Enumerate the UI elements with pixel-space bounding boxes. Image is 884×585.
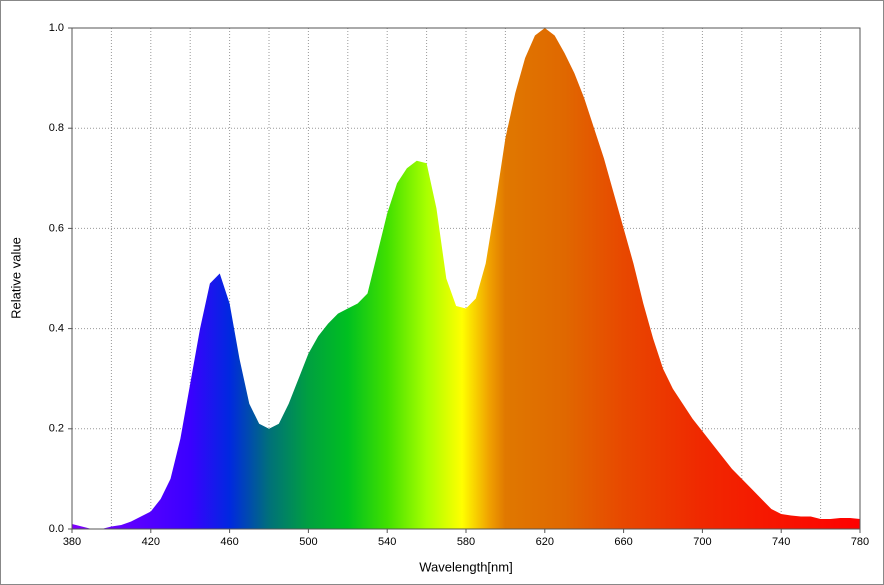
- x-tick-label: 780: [851, 536, 869, 548]
- y-tick-label: 0.0: [49, 523, 64, 535]
- x-tick-label: 500: [299, 536, 317, 548]
- x-tick-label: 580: [457, 536, 475, 548]
- y-axis-title: Relative value: [8, 237, 23, 319]
- x-tick-label: 620: [536, 536, 554, 548]
- x-tick-label: 460: [220, 536, 238, 548]
- x-tick-label: 540: [378, 536, 396, 548]
- y-tick-label: 1.0: [49, 22, 64, 34]
- x-tick-label: 660: [614, 536, 632, 548]
- spectrum-area: [72, 28, 860, 529]
- x-tick-label: 700: [693, 536, 711, 548]
- x-axis-title: Wavelength[nm]: [419, 559, 512, 574]
- y-tick-label: 0.2: [49, 423, 64, 435]
- y-tick-label: 0.8: [49, 122, 64, 134]
- y-tick-label: 0.4: [49, 323, 64, 335]
- x-tick-label: 380: [63, 536, 81, 548]
- x-tick-label: 420: [142, 536, 160, 548]
- y-tick-label: 0.6: [49, 222, 64, 234]
- x-tick-label: 740: [772, 536, 790, 548]
